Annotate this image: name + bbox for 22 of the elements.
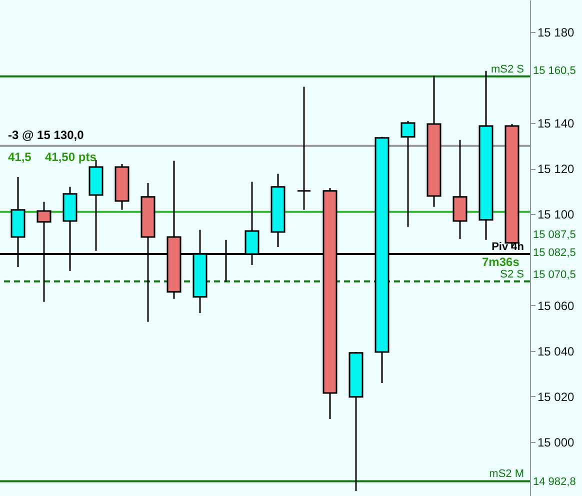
candlestick (296, 86, 312, 211)
y-tick-label: 15 140 (538, 116, 575, 131)
annotation: 41,5 (8, 150, 32, 164)
text: 14 982,8 (533, 476, 576, 488)
ref-line-label: mS2 M (489, 468, 524, 480)
y-tick-label: 15 120 (538, 162, 575, 176)
annotation: 7m36s (482, 255, 520, 269)
y-tick-label: 15 180 (538, 25, 575, 40)
ref-line-label: mS2 S (490, 63, 524, 76)
y-tick-label: 15 100 (538, 208, 575, 222)
ref-line-label: -3 @ 15 130,0 (8, 128, 84, 142)
y-tick-label: 15 060 (538, 298, 575, 313)
text: 15 087,5 (533, 229, 576, 241)
y-tick-label: 15 040 (538, 344, 575, 358)
candlestick (400, 120, 416, 228)
y-tick-label: 15 020 (538, 390, 575, 404)
ref-line-label: S2 S (500, 268, 524, 280)
annotation: 41,50 pts (45, 150, 97, 164)
text: 15 160,5 (533, 65, 576, 77)
y-tick-label: 15 000 (538, 436, 575, 450)
text: 15 070,5 (533, 269, 576, 281)
text: 15 082,5 (533, 247, 576, 259)
